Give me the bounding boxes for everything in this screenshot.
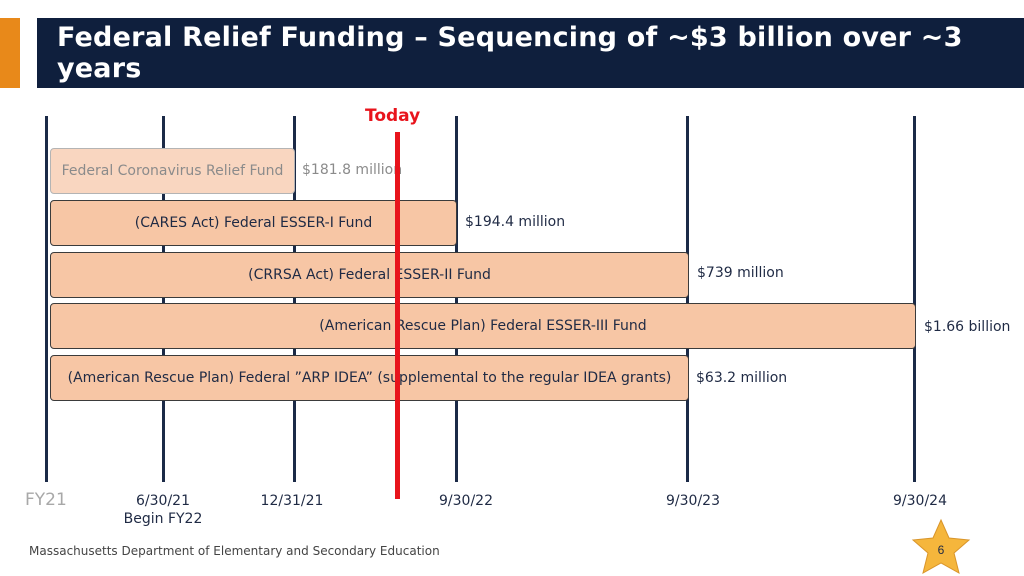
- fund-amount-esser-ii: $739 million: [697, 265, 784, 281]
- fund-amount-arp-idea: $63.2 million: [696, 370, 788, 386]
- page-number-star-icon: 6: [911, 518, 971, 574]
- fund-amount-coronavirus-relief: $181.8 million: [302, 162, 403, 178]
- timeline-date-9-30-24: 9/30/24: [870, 492, 970, 510]
- fund-bar-esser-ii: (CRRSA Act) Federal ESSER-II Fund: [50, 252, 689, 298]
- fund-label: (American Rescue Plan) Federal ESSER-III…: [319, 318, 647, 334]
- timeline-date-6-30-21: 6/30/21 Begin FY22: [113, 492, 213, 528]
- timeline-date-12-31-21: 12/31/21: [242, 492, 342, 510]
- date-sublabel: Begin FY22: [123, 511, 203, 527]
- today-label: Today: [365, 106, 421, 126]
- fund-label: (CRRSA Act) Federal ESSER-II Fund: [248, 267, 491, 283]
- fund-amount-esser-i: $194.4 million: [465, 214, 566, 230]
- page-title: Federal Relief Funding – Sequencing of ~…: [57, 22, 963, 84]
- timeline-line-12-31-21: [293, 116, 296, 482]
- footer-org: Massachusetts Department of Elementary a…: [29, 544, 440, 558]
- date-label: 9/30/23: [666, 493, 720, 509]
- today-marker-line: [395, 132, 400, 499]
- date-label: 12/31/21: [260, 493, 324, 509]
- timeline-start-label: FY21: [25, 490, 67, 510]
- fund-amount-esser-iii: $1.66 billion: [924, 319, 1011, 335]
- timeline-date-9-30-22: 9/30/22: [416, 492, 516, 510]
- fund-bar-esser-iii: (American Rescue Plan) Federal ESSER-III…: [50, 303, 916, 349]
- date-label: 9/30/22: [439, 493, 493, 509]
- page-number: 6: [938, 543, 945, 557]
- fund-bar-esser-i: (CARES Act) Federal ESSER-I Fund: [50, 200, 457, 246]
- fund-bar-coronavirus-relief: Federal Coronavirus Relief Fund: [50, 148, 295, 194]
- accent-tab: [0, 18, 20, 88]
- timeline-line-9-30-22: [455, 116, 458, 482]
- fund-label: (CARES Act) Federal ESSER-I Fund: [134, 215, 373, 231]
- title-bar: Federal Relief Funding – Sequencing of ~…: [37, 18, 1024, 88]
- timeline-line-9-30-24: [913, 116, 916, 482]
- timeline-line-fy21: [45, 116, 48, 482]
- fund-label: Federal Coronavirus Relief Fund: [61, 163, 284, 179]
- timeline-line-6-30-21: [162, 116, 165, 482]
- date-label: 6/30/21: [136, 493, 190, 509]
- fund-label: (American Rescue Plan) Federal ”ARP IDEA…: [67, 370, 672, 386]
- date-label: 9/30/24: [893, 493, 947, 509]
- fund-bar-arp-idea: (American Rescue Plan) Federal ”ARP IDEA…: [50, 355, 689, 401]
- timeline-line-9-30-23: [686, 116, 689, 482]
- timeline-date-9-30-23: 9/30/23: [643, 492, 743, 510]
